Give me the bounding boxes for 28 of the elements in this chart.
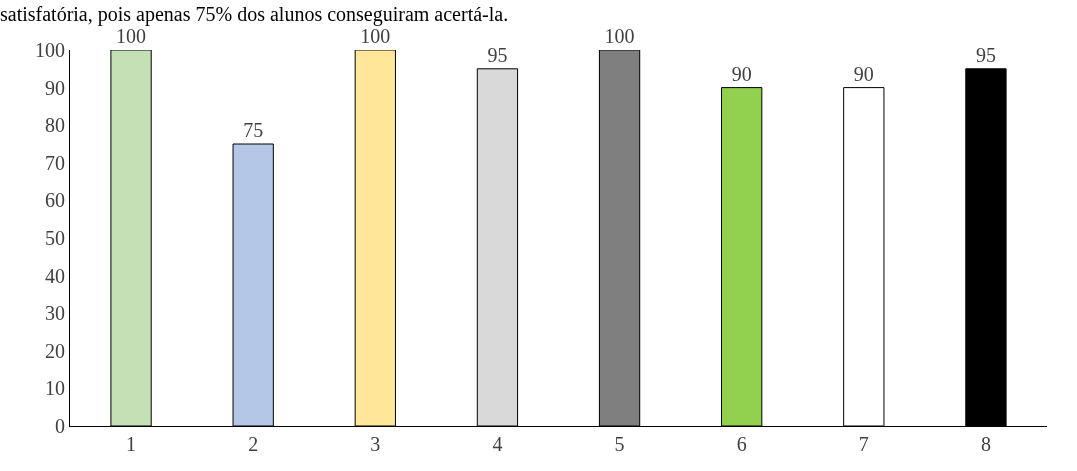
x-tick-label: 8 [980,433,991,455]
y-tick-label: 60 [45,189,65,212]
data-label: 95 [975,43,996,66]
y-tick-label: 90 [45,76,65,99]
data-label: 90 [853,62,874,85]
y-tick-label: 10 [45,377,65,400]
data-label: 100 [604,25,635,47]
x-tick-label: 3 [370,433,381,455]
data-label: 90 [731,62,752,85]
x-tick-label: 2 [248,433,259,455]
y-tick-label: 70 [45,151,65,174]
y-tick-label: 80 [45,114,65,137]
x-tick-label: 7 [858,433,869,455]
x-tick-label: 6 [736,433,747,455]
data-label: 100 [360,25,391,47]
y-tick-label: 30 [45,302,65,325]
y-tick-label: 0 [55,415,65,437]
data-label: 75 [243,119,264,141]
x-tick-label: 5 [614,433,625,455]
data-label: 100 [116,25,147,47]
chart-title: satisfatória, pois apenas 75% dos alunos conseguiram acertá-la. [0,3,509,27]
data-label: 95 [487,43,508,66]
y-tick-label: 50 [45,227,65,249]
x-tick-label: 4 [492,433,503,455]
y-tick-label: 40 [45,264,65,287]
y-tick-label: 20 [45,339,65,362]
y-tick-label: 100 [35,39,65,61]
x-tick-label: 1 [126,433,137,455]
